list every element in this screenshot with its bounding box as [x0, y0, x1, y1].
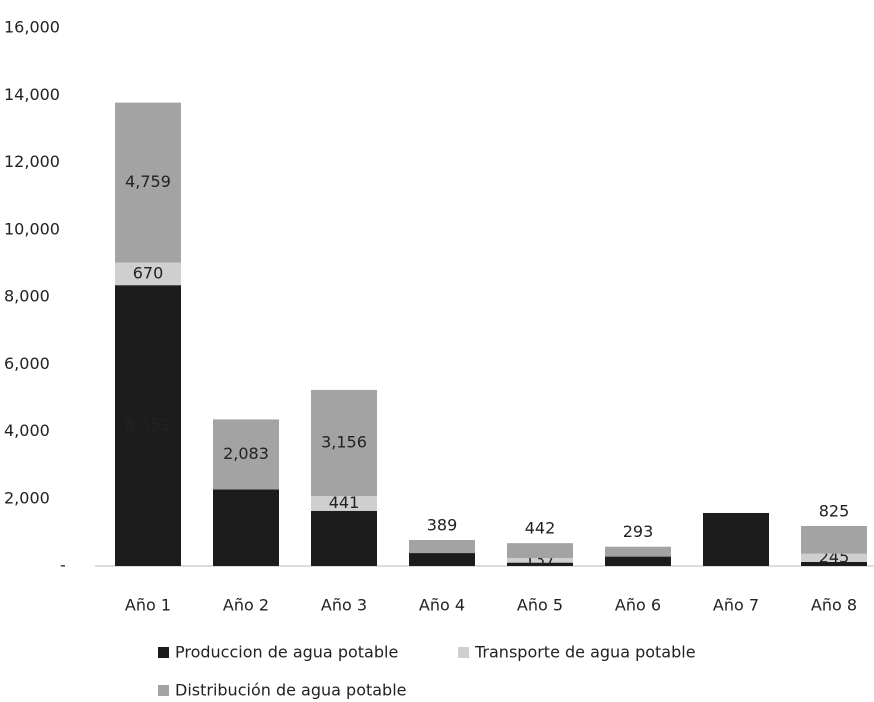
legend-label: Produccion de agua potable [175, 643, 398, 662]
bar-segment [311, 389, 377, 496]
data-label: 8,352 [125, 415, 171, 434]
bar-segment [507, 543, 573, 559]
y-tick-label: 4,000 [4, 421, 50, 440]
bar-segment [213, 419, 279, 490]
bar-segment [311, 495, 377, 511]
legend-label: Transporte de agua potable [474, 643, 696, 662]
data-label: 441 [329, 493, 360, 512]
x-tick-label: Año 3 [321, 596, 367, 615]
data-label: 293 [623, 522, 654, 541]
bar-segment [507, 562, 573, 566]
x-tick-label: Año 2 [223, 596, 269, 615]
data-label: 825 [819, 501, 850, 520]
data-label: 2,083 [223, 444, 269, 463]
legend-swatch [458, 647, 469, 658]
y-tick-label: 2,000 [4, 488, 50, 507]
data-label: 3,156 [321, 432, 367, 451]
bar-segment [311, 510, 377, 566]
bar-segment [213, 489, 279, 566]
x-tick-label: Año 7 [713, 596, 759, 615]
data-label: 4,759 [125, 172, 171, 191]
bar-segment [801, 561, 867, 566]
bar-segment [801, 553, 867, 562]
x-tick-label: Año 4 [419, 596, 465, 615]
y-tick-label: 10,000 [4, 219, 60, 238]
bar-segment [801, 525, 867, 554]
bar-segment [409, 539, 475, 554]
y-tick-label: - [60, 556, 66, 575]
x-tick-label: Año 6 [615, 596, 661, 615]
legend-label: Distribución de agua potable [175, 681, 407, 700]
y-tick-label: 14,000 [4, 85, 60, 104]
x-tick-label: Año 1 [125, 596, 171, 615]
bar-segment [605, 546, 671, 557]
x-tick-label: Año 8 [811, 596, 857, 615]
data-label: 670 [133, 263, 164, 282]
y-tick-label: 16,000 [4, 18, 60, 37]
y-tick-label: 6,000 [4, 354, 50, 373]
bar-segment [115, 102, 181, 263]
bar-segment [605, 556, 671, 566]
data-label: 442 [525, 519, 556, 538]
x-tick-label: Año 5 [517, 596, 563, 615]
legend-swatch [158, 647, 169, 658]
y-tick-label: 12,000 [4, 152, 60, 171]
bar-segment [115, 285, 181, 566]
bar-segment [507, 558, 573, 563]
y-tick-label: 8,000 [4, 287, 50, 306]
bar-segment [115, 262, 181, 286]
bar-segment [703, 512, 769, 566]
bar-segment [409, 553, 475, 566]
legend-swatch [158, 685, 169, 696]
data-label: 389 [427, 515, 458, 534]
